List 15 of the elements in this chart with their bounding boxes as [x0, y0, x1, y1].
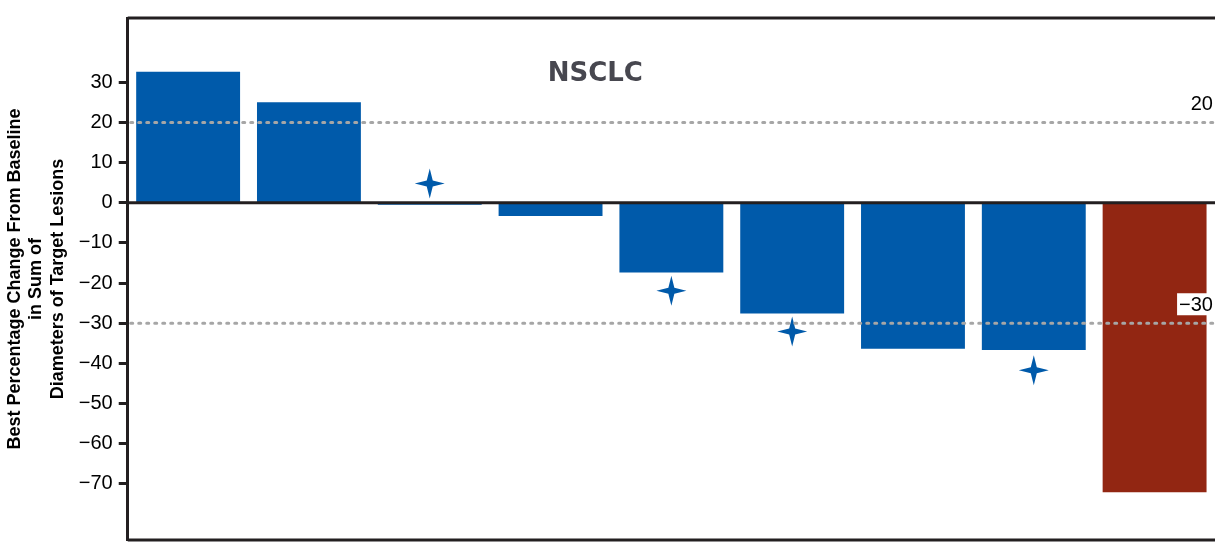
y-tick-label: −70 — [78, 471, 113, 494]
y-tick-label: −20 — [78, 270, 113, 293]
y-tick-label: 30 — [90, 69, 113, 92]
y-tick-label: −10 — [78, 230, 113, 253]
y-tick-label: −50 — [78, 390, 113, 413]
y-tick-label: −60 — [78, 431, 113, 454]
y-tick-label: 0 — [101, 190, 113, 213]
y-axis-title: Best Percentage Change From Baseline in Sum of Diameters of Target Lesions — [3, 108, 67, 450]
y-tick-label: −30 — [78, 310, 113, 333]
y-tick-label: 10 — [90, 150, 113, 173]
y-tick-label: −40 — [78, 350, 113, 373]
ref-line-label: 20 — [1190, 91, 1213, 114]
y-tick-label: 20 — [90, 109, 113, 132]
text: NSCLC — [547, 56, 643, 87]
ref-line-label: −30 — [1179, 292, 1213, 315]
